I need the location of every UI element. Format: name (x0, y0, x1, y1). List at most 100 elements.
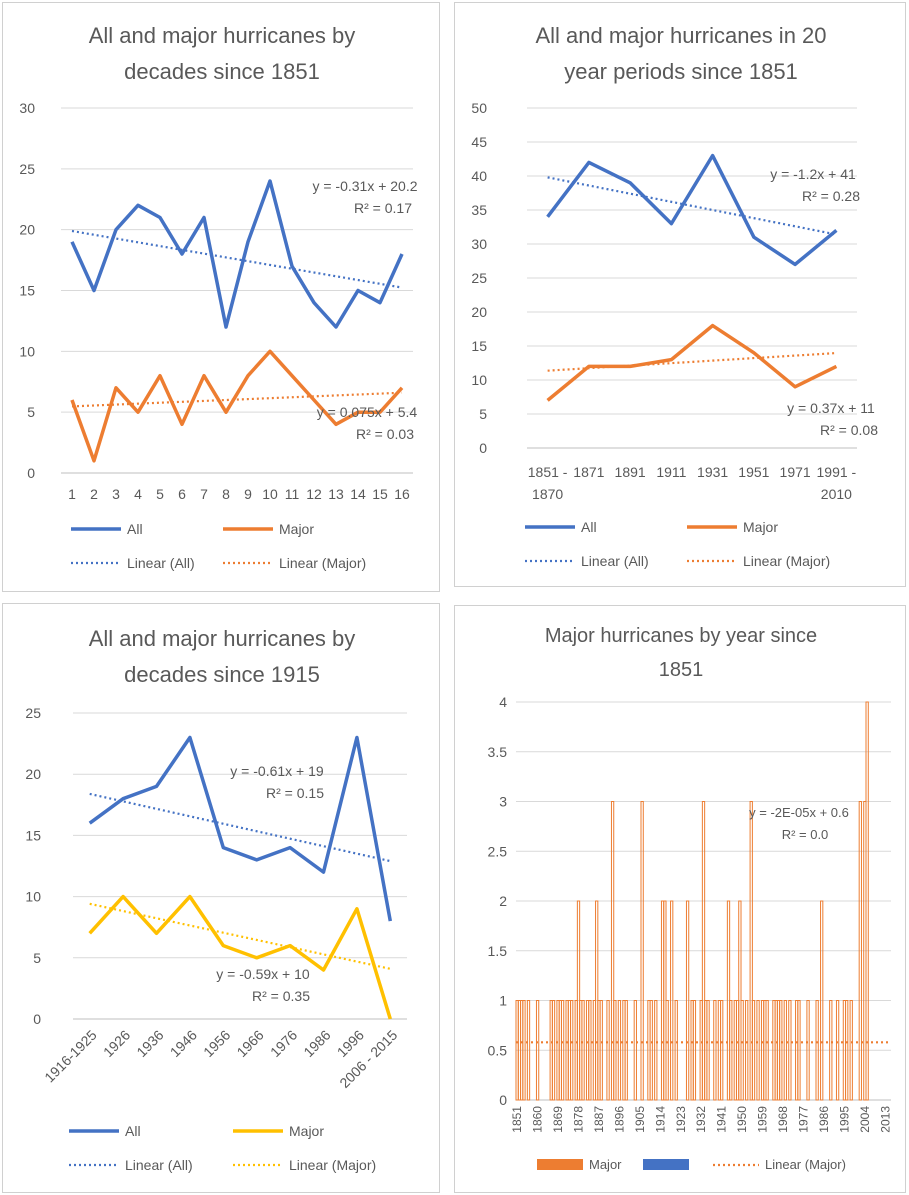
series-line-major (546, 323, 838, 402)
x-tick-label: 4 (134, 486, 142, 502)
y-tick-label: 25 (25, 705, 41, 721)
y-tick-label: 5 (479, 406, 487, 422)
bar-year (765, 1000, 769, 1101)
y-tick-label: 0.5 (488, 1042, 508, 1058)
x-tick-label: 1887 (592, 1106, 606, 1133)
y-tick-label: 4 (499, 694, 507, 710)
series-line-major (70, 349, 404, 463)
x-tick-label: 11 (285, 486, 300, 502)
legend-label: Linear (Major) (743, 553, 830, 569)
y-tick-label: 15 (19, 283, 35, 299)
trend-equation: y = -2E-05x + 0.6 (749, 805, 849, 820)
chart-title-line: All and major hurricanes by (89, 626, 356, 651)
trendline-linear-major- (89, 902, 391, 970)
x-tick-label: 1932 (694, 1106, 708, 1133)
x-tick-label: 1896 (612, 1106, 626, 1133)
y-tick-label: 1.5 (488, 943, 508, 959)
x-tick-label: 1931 (697, 464, 728, 480)
bar-year (674, 1000, 678, 1101)
legend-label: Major (279, 521, 314, 537)
bar-year (685, 900, 690, 1101)
legend-key (643, 1159, 689, 1170)
y-tick-label: 15 (25, 827, 41, 843)
x-tick-label: 1871 (573, 464, 604, 480)
bar-year (788, 1000, 792, 1101)
y-tick-label: 5 (33, 950, 41, 966)
x-tick-label: 1941 (715, 1106, 729, 1133)
bar-year (610, 801, 615, 1101)
bar-year (720, 1000, 724, 1101)
bar-year (624, 1000, 628, 1101)
bar-year (560, 1000, 565, 1101)
y-tick-label: 3.5 (488, 744, 508, 760)
x-tick-label: 8 (222, 486, 230, 502)
trend-equation: y = -0.59x + 10 (216, 966, 310, 982)
chart-svg-decades-1915: All and major hurricanes by decades since… (25, 626, 407, 1173)
bar-year (640, 801, 644, 1101)
x-tick-label: 1959 (756, 1106, 770, 1133)
bar-year (829, 1000, 833, 1101)
y-tick-label: 30 (19, 100, 35, 116)
y-tick-label: 1 (499, 993, 507, 1009)
legend-key (537, 1159, 583, 1170)
chart-title-line: Major hurricanes by year since (545, 625, 817, 647)
y-tick-label: 50 (471, 100, 487, 116)
x-tick-label: 2013 (878, 1106, 892, 1133)
bar-year (779, 1000, 783, 1101)
legend-label: Major (289, 1123, 324, 1139)
bar-year (806, 1000, 810, 1101)
x-tick-label: 1986 (300, 1027, 333, 1060)
x-tick-label: 1971 (780, 464, 811, 480)
x-tick-label: 1986 (817, 1106, 831, 1133)
x-tick-label: 1923 (674, 1106, 688, 1133)
y-tick-label: 5 (27, 404, 35, 420)
x-tick-label: 9 (244, 486, 252, 502)
x-tick-label: 1936 (133, 1027, 166, 1060)
x-tick-label: 2004 (858, 1106, 872, 1133)
bar-year (783, 1000, 787, 1101)
x-tick-label: 14 (350, 486, 366, 502)
chart-title-line: 1851 (659, 659, 704, 681)
legend-label: Linear (Major) (765, 1157, 846, 1172)
trend-r2: R² = 0.03 (356, 426, 414, 442)
chart-title-line: All and major hurricanes by (89, 23, 356, 48)
bar-year (633, 1000, 637, 1101)
bar-year (749, 801, 753, 1101)
chart-svg-20yr-1851: All and major hurricanes in 20 year perio… (471, 23, 878, 569)
x-tick-label: 1946 (167, 1027, 200, 1060)
trend-r2: R² = 0.35 (252, 988, 310, 1004)
x-tick-label: 1926 (100, 1027, 133, 1060)
legend-label: Linear (Major) (289, 1157, 376, 1173)
x-tick-label: 13 (328, 486, 344, 502)
trendline-linear-all- (71, 229, 403, 289)
x-tick-label: 2 (90, 486, 98, 502)
x-tick-label: 2010 (821, 486, 852, 502)
x-tick-label: 1 (68, 486, 76, 502)
bar-year (570, 1000, 574, 1101)
x-tick-label: 1860 (531, 1106, 545, 1133)
bar-year (522, 1000, 526, 1101)
trendline-linear-major- (547, 351, 837, 372)
bar-year (820, 900, 824, 1101)
chart-panel-20yr-1851: All and major hurricanes in 20 year perio… (454, 2, 906, 587)
x-tick-label: 1916-1925 (41, 1027, 100, 1086)
bar-year (701, 801, 706, 1101)
bar-year (815, 1000, 819, 1101)
legend-label: Linear (All) (127, 555, 195, 571)
trend-r2: R² = 0.17 (354, 200, 412, 216)
y-tick-label: 0 (479, 440, 487, 456)
x-tick-label: 1977 (797, 1106, 811, 1133)
x-tick-label: 1914 (653, 1106, 667, 1133)
x-tick-label: 1966 (233, 1027, 266, 1060)
legend-label: Major (743, 519, 778, 535)
bar-year (865, 701, 869, 1101)
y-tick-label: 20 (471, 304, 487, 320)
y-tick-label: 0 (33, 1011, 41, 1027)
y-tick-label: 30 (471, 236, 487, 252)
y-tick-label: 40 (471, 168, 487, 184)
bar-year (617, 1000, 622, 1101)
trend-equation: y = 0.075x + 5.4 (317, 404, 418, 420)
y-tick-label: 10 (19, 343, 35, 359)
y-tick-label: 10 (471, 372, 487, 388)
legend-label: Linear (Major) (279, 555, 366, 571)
